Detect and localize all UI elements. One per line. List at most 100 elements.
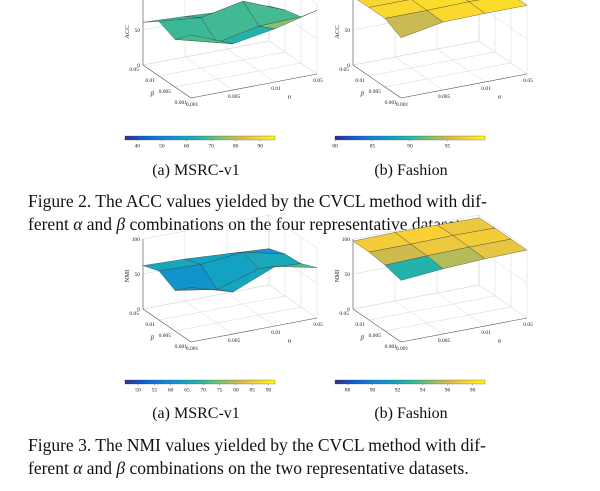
colorbar-tick-label: 60 <box>184 144 190 150</box>
alpha-axis <box>190 317 318 343</box>
beta-axis-label: β <box>360 335 365 342</box>
alpha-tick-label: 0.005 <box>228 94 241 100</box>
z-tick-label: 0 <box>137 63 140 69</box>
colorbar-tick-label: 70 <box>201 388 207 394</box>
beta-symbol: β <box>116 458 126 478</box>
grid-line <box>226 48 276 83</box>
beta-axis-label: β <box>360 91 365 98</box>
subcaption-fig2-b: (b) Fashion <box>374 162 448 179</box>
beta-axis-label: β <box>150 335 155 342</box>
z-axis-label: NMI <box>124 270 131 283</box>
surface-patch <box>384 255 444 281</box>
alpha-tick-label: 0.01 <box>271 330 281 336</box>
alpha-tick-label: 0.005 <box>228 338 241 344</box>
colorbar-tick-label: 95 <box>445 144 451 150</box>
grid-line <box>226 292 276 327</box>
grid-line <box>352 40 528 75</box>
alpha-tick-label: 0.05 <box>523 322 533 328</box>
colorbar-tick-label: 92 <box>395 388 401 394</box>
beta-tick-label: 0.001 <box>175 344 188 350</box>
alpha-axis <box>190 73 318 99</box>
beta-tick-label: 0.01 <box>355 78 365 84</box>
colorbar <box>124 379 276 385</box>
grid-line <box>394 300 444 335</box>
colorbar-tick-label: 80 <box>233 388 239 394</box>
plot-group: 100500ACC0.0010.0050.010.05α0.0010.0050.… <box>332 0 533 150</box>
alpha-tick-label: 0.05 <box>313 78 323 84</box>
z-tick-label: 0 <box>137 307 140 313</box>
colorbar-tick-label: 94 <box>420 388 426 394</box>
beta-tick-label: 0.005 <box>369 333 382 339</box>
colorbar-tick-label: 80 <box>233 144 239 150</box>
grid-line <box>352 284 480 310</box>
surface-patch <box>174 34 234 44</box>
colorbar-tick-label: 85 <box>370 144 376 150</box>
plot-group: 100500NMI0.0010.0050.010.05α0.0010.0050.… <box>334 214 533 394</box>
alpha-axis-label: α <box>288 337 292 344</box>
grid-line <box>384 62 512 88</box>
colorbar <box>124 135 276 141</box>
grid-line <box>142 40 270 66</box>
subcaption-fig2-a: (a) MSRC-v1 <box>152 162 240 179</box>
beta-symbol: β <box>116 214 126 234</box>
colorbar-tick-label: 90 <box>266 388 272 394</box>
beta-tick-label: 0.001 <box>175 100 188 106</box>
grid-line <box>352 40 480 66</box>
beta-tick-label: 0.01 <box>145 322 155 328</box>
colorbar <box>334 135 486 141</box>
grid-line <box>394 56 444 91</box>
z-tick-label: 50 <box>135 28 141 34</box>
surface-plot-nmi-msrc: 100500NMI0.0010.0050.010.05α0.0010.0050.… <box>124 214 323 394</box>
grid-line <box>384 306 512 332</box>
figure-2-caption: Figure 2. The ACC values yielded by the … <box>28 191 487 234</box>
colorbar-tick-label: 40 <box>135 144 141 150</box>
colorbar-tick-label: 75 <box>217 388 223 394</box>
colorbar-tick-label: 50 <box>135 388 141 394</box>
subcaption-fig3-b: (b) Fashion <box>374 405 448 422</box>
grid-line <box>436 48 486 83</box>
beta-axis <box>352 64 402 99</box>
colorbar-tick-label: 98 <box>470 388 476 394</box>
beta-tick-label: 0.001 <box>385 344 398 350</box>
grid-line <box>142 284 270 310</box>
beta-axis-label: β <box>150 91 155 98</box>
grid-line <box>352 284 528 319</box>
beta-tick-label: 0.05 <box>339 67 349 73</box>
colorbar-tick-label: 80 <box>332 144 338 150</box>
subcaption-fig3-a: (a) MSRC-v1 <box>152 405 240 422</box>
z-axis-label: NMI <box>334 270 341 283</box>
z-tick-label: 50 <box>345 272 351 278</box>
beta-tick-label: 0.005 <box>159 89 172 95</box>
z-tick-label: 50 <box>135 272 141 278</box>
alpha-symbol: α <box>73 458 83 478</box>
grid-line <box>268 40 318 75</box>
grid-line <box>142 40 318 75</box>
grid-line <box>310 0 318 5</box>
grid-line <box>174 62 302 88</box>
alpha-axis-label: α <box>498 337 502 344</box>
colorbar-tick-label: 90 <box>370 388 376 394</box>
grid-line <box>158 295 286 321</box>
surface-plot-acc-msrc: 100500ACC0.0010.0050.010.05α0.0010.0050.… <box>124 0 323 150</box>
grid-line <box>436 292 486 327</box>
alpha-axis-label: α <box>498 93 502 100</box>
alpha-symbol: α <box>73 214 83 234</box>
alpha-axis <box>400 73 528 99</box>
colorbar <box>334 379 486 385</box>
caption-label: Figure 3. <box>28 435 92 455</box>
colorbar-tick-label: 60 <box>168 388 174 394</box>
alpha-tick-label: 0.01 <box>271 86 281 92</box>
alpha-tick-label: 0.005 <box>438 94 451 100</box>
alpha-tick-label: 0.001 <box>186 346 199 352</box>
colorbar-tick-label: 88 <box>345 388 351 394</box>
alpha-tick-label: 0.01 <box>481 86 491 92</box>
z-axis-label: ACC <box>334 25 341 38</box>
z-tick-label: 100 <box>342 237 351 243</box>
plot-group: 100500NMI0.0010.0050.010.05α0.0010.0050.… <box>124 214 323 394</box>
beta-tick-label: 0.001 <box>385 100 398 106</box>
plot-group: 100500ACC0.0010.0050.010.05α0.0010.0050.… <box>124 0 323 150</box>
beta-tick-label: 0.05 <box>339 311 349 317</box>
colorbar-tick-label: 96 <box>445 388 451 394</box>
grid-line <box>174 306 302 332</box>
colorbar-tick-label: 50 <box>159 144 165 150</box>
